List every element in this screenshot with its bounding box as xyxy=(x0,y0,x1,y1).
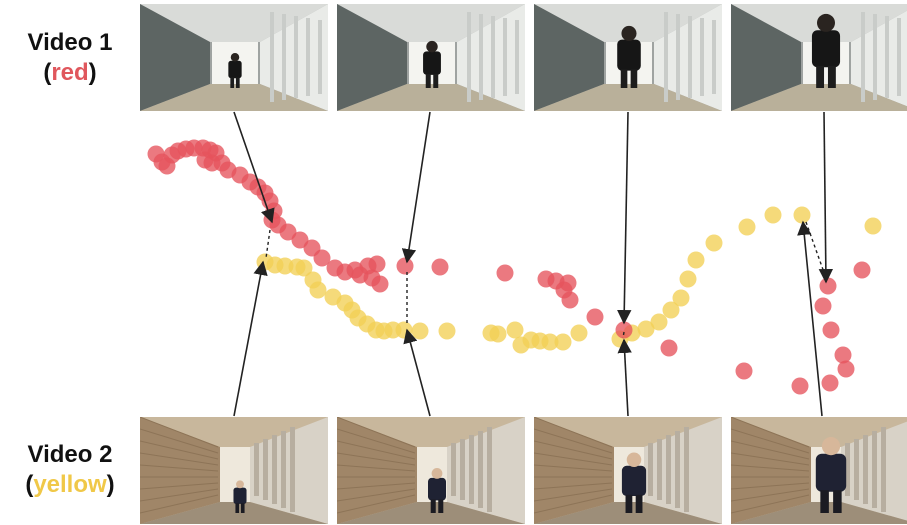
matching-link-3 xyxy=(622,331,625,339)
video1-point-45 xyxy=(660,339,678,357)
video2-point-35 xyxy=(687,251,705,269)
video2-point-31 xyxy=(650,313,668,331)
video2-point-39 xyxy=(793,206,811,224)
video1-point-23 xyxy=(279,223,297,241)
video1-point-24 xyxy=(291,231,309,249)
video1-frame-1 xyxy=(140,4,328,111)
video1-point-37 xyxy=(496,264,514,282)
matching-link-4 xyxy=(805,221,827,279)
video2-close-paren: ) xyxy=(106,471,115,498)
video1-point-48 xyxy=(821,374,839,392)
video2-color-name: yellow xyxy=(33,471,107,498)
video2-point-20 xyxy=(489,325,507,343)
video1-point-42 xyxy=(561,291,579,309)
correspondence-arrows xyxy=(233,111,834,417)
video1-point-47 xyxy=(791,377,809,395)
video1-point-26 xyxy=(313,249,331,267)
video1-point-53 xyxy=(819,277,837,295)
video1-color-name: red xyxy=(51,59,89,86)
video1-point-36 xyxy=(431,258,449,276)
video2-frame-1 xyxy=(140,417,328,524)
video2-point-38 xyxy=(764,206,782,224)
video1-point-35 xyxy=(396,257,414,275)
video1-point-50 xyxy=(834,346,852,364)
hallway-runner-thumbnail-1 xyxy=(140,4,328,111)
colonnade-runner-thumbnail-4 xyxy=(731,417,907,524)
video2-point-37 xyxy=(738,218,756,236)
video2-point-25 xyxy=(541,333,559,351)
correspondence-arrow-1 xyxy=(233,111,275,224)
video1-point-46 xyxy=(735,362,753,380)
video1-point-51 xyxy=(822,321,840,339)
colonnade-runner-thumbnail-3 xyxy=(534,417,722,524)
video2-point-27 xyxy=(570,324,588,342)
video1-point-44 xyxy=(615,321,633,339)
video2-point-36 xyxy=(705,234,723,252)
video2-color-caption: (yellow) xyxy=(0,470,140,500)
matching-link-1 xyxy=(265,229,271,259)
video2-point-16 xyxy=(395,321,413,339)
correspondence-arrow-7 xyxy=(617,338,632,417)
video1-close-paren: ) xyxy=(88,59,97,86)
video2-point-7 xyxy=(309,281,327,299)
video2-title: Video 2 xyxy=(27,441,113,468)
video1-point-54 xyxy=(853,261,871,279)
video2-point-33 xyxy=(672,289,690,307)
video2-frame-4 xyxy=(731,417,907,524)
video1-point-52 xyxy=(814,297,832,315)
hallway-runner-thumbnail-2 xyxy=(337,4,525,111)
video2-point-34 xyxy=(679,270,697,288)
video2-point-26 xyxy=(554,333,572,351)
correspondence-arrow-6 xyxy=(403,328,431,417)
video2-frame-2 xyxy=(337,417,525,524)
correspondence-arrow-2 xyxy=(401,111,431,264)
video1-open-paren: ( xyxy=(43,59,52,86)
video1-point-43 xyxy=(586,308,604,326)
colonnade-runner-thumbnail-2 xyxy=(337,417,525,524)
video1-frame-3 xyxy=(534,4,722,111)
video2-point-17 xyxy=(411,322,429,340)
video2-point-32 xyxy=(662,301,680,319)
video1-title: Video 1 xyxy=(27,29,113,56)
video1-point-32 xyxy=(368,255,386,273)
hallway-runner-thumbnail-3 xyxy=(534,4,722,111)
video2-point-5 xyxy=(295,259,313,277)
correspondence-arrow-4 xyxy=(818,111,834,284)
video2-open-paren: ( xyxy=(25,471,34,498)
video2-point-18 xyxy=(438,322,456,340)
correspondence-arrow-3 xyxy=(617,111,632,325)
video1-frame-2 xyxy=(337,4,525,111)
video1-frame-4 xyxy=(731,4,907,111)
video1-color-caption: (red) xyxy=(0,58,140,88)
video1-point-49 xyxy=(837,360,855,378)
video2-label: Video 2 (yellow) xyxy=(0,440,140,500)
video1-label: Video 1 (red) xyxy=(0,28,140,88)
hallway-runner-thumbnail-4 xyxy=(731,4,907,111)
colonnade-runner-thumbnail-1 xyxy=(140,417,328,524)
correspondence-arrow-5 xyxy=(233,260,268,417)
video2-frame-3 xyxy=(534,417,722,524)
video2-point-40 xyxy=(864,217,882,235)
video1-point-34 xyxy=(371,275,389,293)
video2-point-21 xyxy=(506,321,524,339)
correspondence-arrow-8 xyxy=(797,220,823,417)
video2-point-30 xyxy=(637,320,655,338)
